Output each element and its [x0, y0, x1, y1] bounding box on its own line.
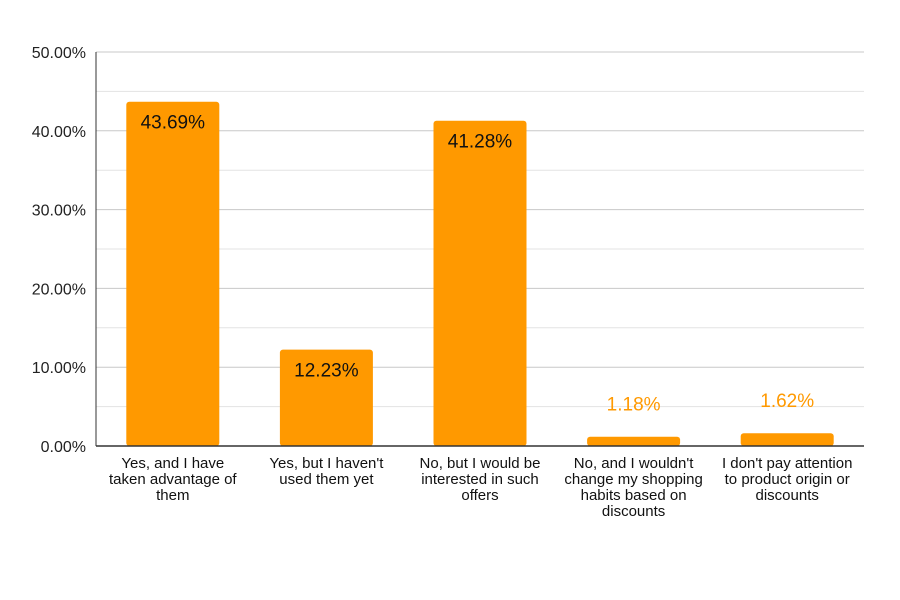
y-tick-label: 10.00%	[32, 360, 86, 377]
y-tick-label: 20.00%	[32, 281, 86, 298]
bar	[279, 349, 373, 446]
bars	[126, 101, 834, 447]
y-tick-label: 40.00%	[32, 124, 86, 141]
bar	[126, 101, 220, 446]
x-category-label: I don't pay attention to product origin …	[721, 455, 853, 504]
y-tick-label: 0.00%	[41, 439, 86, 456]
bar-data-label: 12.23%	[294, 361, 359, 382]
x-category-label: Yes, but I haven't used them yet	[269, 455, 384, 488]
x-category-label: No, but I would be interested in such of…	[419, 455, 541, 504]
data-labels: 43.69% 12.23% 41.28% 1.18% 1.62%	[141, 113, 815, 416]
bar-data-label: 1.62%	[760, 391, 814, 412]
y-tick-label: 50.00%	[32, 45, 86, 62]
bar-data-label: 41.28%	[448, 132, 513, 153]
bar	[740, 433, 834, 446]
x-category-label: No, and I wouldn't change my shopping ha…	[564, 455, 703, 520]
bar	[433, 120, 527, 447]
y-axis-tick-labels: 0.00% 10.00% 20.00% 30.00% 40.00% 50.00%	[32, 45, 86, 456]
y-tick-label: 30.00%	[32, 203, 86, 220]
bar	[587, 436, 681, 446]
x-category-label: Yes, and I have taken advantage of them	[108, 455, 237, 504]
bar-data-label: 43.69%	[141, 113, 206, 134]
bar-data-label: 1.18%	[607, 395, 661, 416]
